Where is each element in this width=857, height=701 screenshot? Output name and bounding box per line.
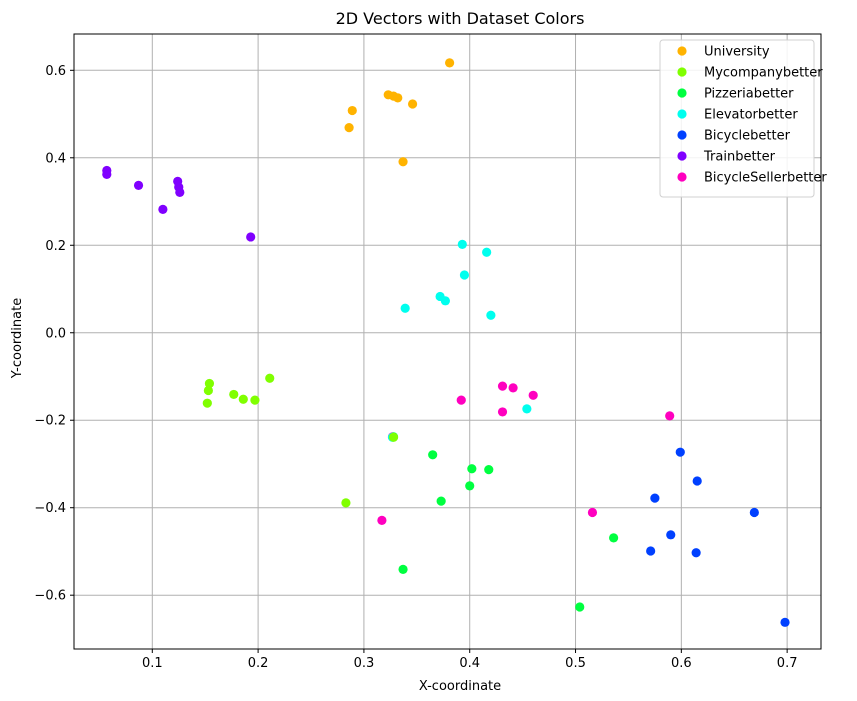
y-tick-label: −0.6 (34, 589, 66, 604)
y-tick-label: −0.2 (34, 414, 66, 429)
point-bicyclesellerbetter (508, 383, 518, 393)
legend-label: Elevatorbetter (704, 108, 798, 123)
y-tick-label: −0.4 (34, 501, 66, 516)
legend-label: BicycleSellerbetter (704, 171, 827, 186)
point-pizzeriabetter (484, 465, 494, 475)
x-tick-label: 0.4 (459, 656, 480, 671)
point-mycompanybetter (250, 395, 260, 405)
point-trainbetter (133, 180, 144, 190)
point-elevatorbetter (522, 404, 532, 414)
y-tick-label: 0.4 (45, 151, 66, 166)
point-mycompanybetter (238, 394, 248, 404)
point-university (445, 58, 455, 68)
point-trainbetter (175, 187, 185, 197)
legend-marker (677, 172, 687, 182)
point-mycompanybetter (229, 389, 239, 400)
legend-box (659, 39, 815, 198)
y-tick-label: 0.2 (45, 239, 66, 254)
point-pizzeriabetter (575, 602, 585, 612)
point-elevatorbetter (486, 310, 496, 320)
point-bicyclebetter (646, 546, 656, 556)
point-bicyclebetter (666, 530, 676, 540)
point-elevatorbetter (457, 239, 467, 249)
point-pizzeriabetter (436, 496, 446, 506)
point-mycompanybetter (202, 398, 212, 408)
x-tick-label: 0.7 (777, 656, 798, 671)
point-elevatorbetter (482, 247, 492, 257)
legend-marker (677, 46, 687, 56)
y-axis: −0.6 −0.4 −0.2 0.0 0.2 0.4 0.6 (34, 64, 74, 604)
point-university (407, 99, 418, 109)
x-tick-label: 0.3 (354, 656, 375, 671)
point-bicyclebetter (749, 507, 759, 518)
point-overlap (388, 432, 399, 442)
point-bicyclesellerbetter (528, 390, 538, 400)
point-pizzeriabetter (465, 481, 475, 491)
x-tick-label: 0.6 (671, 656, 692, 671)
chart-title: 2D Vectors with Dataset Colors (336, 9, 585, 28)
point-mycompanybetter (204, 378, 215, 389)
legend-label: Trainbetter (703, 150, 776, 165)
point-bicyclebetter (780, 617, 790, 627)
legend: University Mycompanybetter Pizzeriabetter E… (659, 39, 827, 198)
point-university (398, 157, 408, 167)
legend-marker (677, 88, 687, 98)
point-bicyclesellerbetter (377, 515, 387, 526)
point-bicyclebetter (675, 447, 685, 457)
x-tick-label: 0.5 (565, 656, 586, 671)
point-bicyclebetter (650, 493, 660, 503)
y-tick-label: 0.0 (45, 326, 66, 341)
point-pizzeriabetter (609, 533, 619, 543)
point-elevatorbetter (440, 296, 450, 306)
point-elevatorbetter (459, 270, 470, 280)
point-pizzeriabetter (467, 464, 477, 474)
point-bicyclesellerbetter (456, 395, 466, 405)
point-elevatorbetter (400, 303, 410, 313)
legend-label: Mycompanybetter (704, 66, 823, 81)
legend-marker (677, 151, 687, 161)
legend-marker (677, 109, 687, 119)
data-points (102, 58, 790, 627)
legend-label: Bicyclebetter (704, 129, 791, 144)
legend-label: Pizzeriabetter (704, 87, 794, 102)
point-mycompanybetter (341, 498, 351, 508)
point-pizzeriabetter (398, 564, 408, 574)
x-axis: 0.1 0.2 0.3 0.4 0.5 0.6 0.7 (142, 649, 798, 671)
point-bicyclesellerbetter (497, 381, 508, 391)
point-university (344, 123, 354, 133)
point-trainbetter (246, 232, 256, 242)
point-university (347, 105, 357, 116)
point-pizzeriabetter (428, 450, 438, 460)
point-trainbetter (158, 204, 168, 215)
y-axis-label: Y-coordinate (10, 298, 25, 379)
y-tick-label: 0.6 (45, 64, 66, 79)
point-trainbetter (102, 169, 112, 180)
point-mycompanybetter (265, 373, 275, 383)
point-bicyclebetter (691, 548, 701, 558)
point-university (393, 93, 403, 103)
point-bicyclesellerbetter (497, 407, 508, 417)
plot-frame (73, 33, 822, 650)
point-bicyclesellerbetter (587, 507, 598, 518)
legend-marker (677, 67, 687, 77)
legend-label: University (704, 45, 770, 60)
grid (74, 34, 821, 649)
legend-marker (677, 130, 687, 140)
x-axis-label: X-coordinate (419, 679, 501, 694)
point-bicyclebetter (692, 476, 702, 486)
point-mycompanybetter (203, 385, 213, 396)
x-tick-label: 0.1 (142, 656, 163, 671)
x-tick-label: 0.2 (248, 656, 269, 671)
point-bicyclesellerbetter (665, 411, 675, 421)
